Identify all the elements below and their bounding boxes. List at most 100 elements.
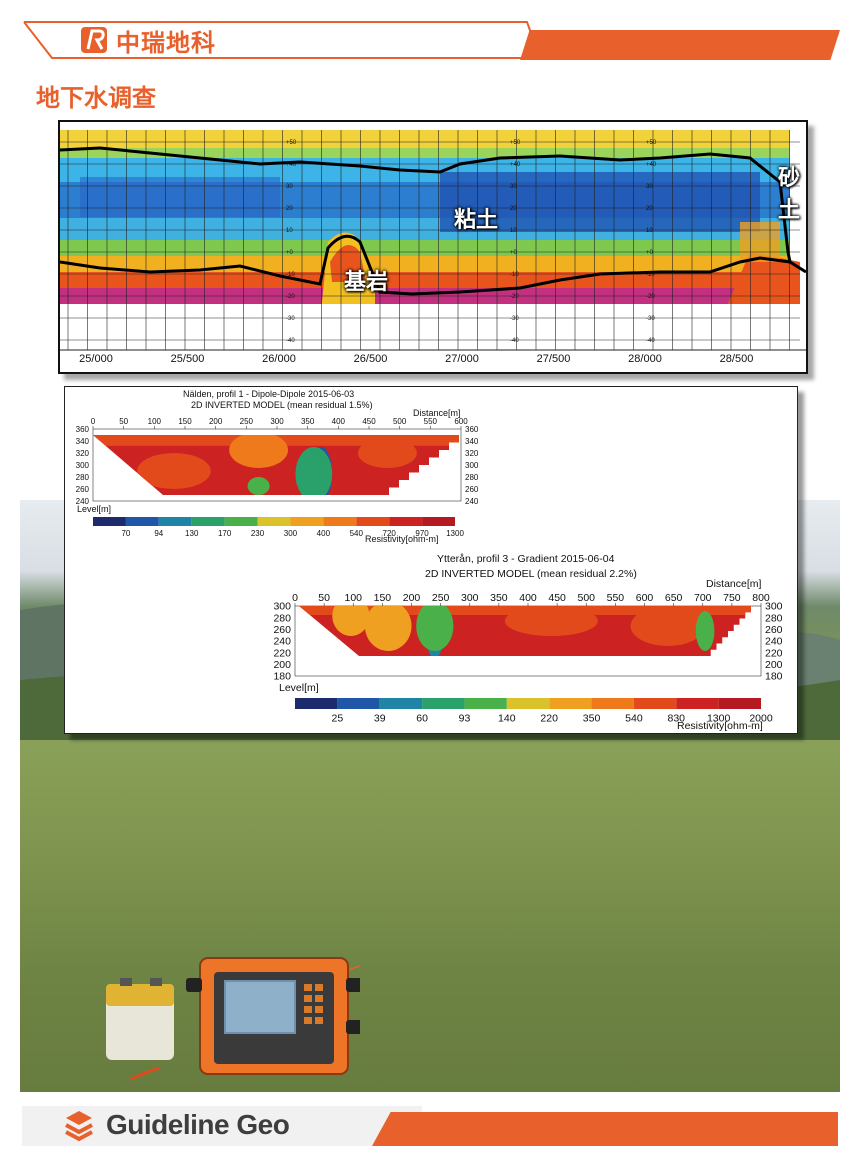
profile-bedrock-boundary-line (59, 234, 807, 296)
profile-x-tick-1: 25/500 (171, 353, 205, 365)
model2-y-tick-right-5: 200 (765, 659, 783, 671)
profile-blue-patch (80, 177, 280, 217)
model2-x-tick-13: 650 (665, 592, 683, 604)
model2-colorbar-cell-3 (422, 698, 465, 709)
profile-band-1 (60, 148, 790, 158)
model2-colorbar-cell-4 (464, 698, 507, 709)
model2-title-line2: 2D INVERTED MODEL (mean residual 2.2%) (425, 568, 637, 580)
model2-section (299, 606, 751, 656)
model2-blob-5 (695, 611, 715, 651)
model1-x-tick-6: 300 (270, 417, 284, 426)
model1-colorbar-cell-1 (125, 517, 159, 526)
profile-x-tick-6: 28/000 (628, 353, 662, 365)
company-logo-icon (81, 27, 107, 53)
model1-x-tick-12: 600 (454, 417, 468, 426)
profile-elev-tick-2-3: 20 (646, 206, 653, 212)
model1-colorbar-label-7: 540 (350, 529, 364, 538)
model1-y-tick-right-1: 340 (465, 437, 479, 446)
model1-colorbar-cell-9 (389, 517, 423, 526)
label-sand: 砂土 (778, 166, 801, 223)
profile-elev-tick-1-3: 20 (510, 206, 517, 212)
model2-y-tick-left-4: 220 (273, 647, 291, 659)
profile-elev-tick-0-0: +50 (286, 140, 297, 146)
model2-resistivity-label: Resistivity[ohm-m] (677, 720, 763, 732)
profile-empty-zone (60, 304, 806, 352)
profile-bedrock-core (330, 244, 366, 282)
model2-colorbar-cell-7 (591, 698, 634, 709)
model1-y-tick-left-5: 260 (76, 485, 90, 494)
label-clay: 粘土 (454, 208, 499, 233)
model1-title-line2: 2D INVERTED MODEL (mean residual 1.5%) (191, 400, 373, 410)
profile-elev-tick-0-2: 30 (286, 184, 293, 190)
model2-colorbar-label-2: 60 (416, 713, 428, 725)
model1-y-tick-left-0: 360 (76, 425, 90, 434)
model2-y-tick-left-0: 300 (273, 601, 291, 613)
model1-resistivity-label: Resistivity[ohm-m] (365, 534, 439, 544)
footer-brand-name: Guideline Geo (106, 1109, 290, 1140)
model2-y-tick-right-3: 240 (765, 636, 783, 648)
model1-blob-5 (357, 438, 417, 468)
header-accent-bar (520, 30, 840, 60)
profile-elev-tick-1-6: -10 (510, 272, 519, 278)
model2-colorbar-label-0: 25 (332, 713, 344, 725)
model1-colorbar-cell-7 (323, 517, 357, 526)
model1-blob-1 (229, 435, 289, 468)
model1-colorbar-cell-10 (422, 517, 455, 526)
profile-elev-tick-1-4: 10 (510, 228, 517, 234)
company-name: 中瑞地科 (116, 28, 216, 57)
model2-x-tick-9: 450 (548, 592, 566, 604)
profile-elev-tick-0-6: -10 (286, 272, 295, 278)
model2-blob-6 (332, 606, 370, 636)
model2-x-tick-15: 750 (723, 592, 741, 604)
model2-x-tick-12: 600 (636, 592, 654, 604)
profile-elev-tick-2-5: +0 (646, 250, 654, 256)
label-bedrock: 基岩 (344, 270, 389, 295)
model2-colorbar-cell-8 (633, 698, 677, 709)
company-brand: 中瑞地科 (80, 24, 216, 57)
profile-elev-tick-2-2: 30 (646, 184, 653, 190)
model1-distance-label: Distance[m] (413, 408, 461, 418)
profile-elev-tick-1-2: 30 (510, 184, 517, 190)
profile-elev-tick-2-8: -30 (646, 316, 655, 322)
profile-elev-tick-0-5: +0 (286, 250, 294, 256)
resistivity-profile-top: +50 +40 30 20 10 +0 -10 -20 -30 -40 +50 +40 30 20 10 +0… (58, 120, 808, 374)
model1-colorbar-label-2: 130 (185, 529, 199, 538)
profile-elev-tick-2-1: +40 (646, 162, 657, 168)
model1-colorbar-label-4: 230 (251, 529, 265, 538)
model2-y-tick-right-0: 300 (765, 601, 783, 613)
model1-y-tick-left-2: 320 (76, 449, 90, 458)
model2-x-tick-3: 150 (374, 592, 392, 604)
model2-blob-3 (504, 606, 598, 636)
model2-y-tick-right-6: 180 (765, 671, 783, 683)
model1-blob-3 (295, 447, 333, 495)
profile-elev-tick-2-0: +50 (646, 140, 657, 146)
model1-x-tick-10: 500 (393, 417, 407, 426)
profile-x-tick-3: 26/500 (354, 353, 388, 365)
model1-x-tick-0: 0 (91, 417, 96, 426)
footer-brand: Guideline Geo (62, 1108, 290, 1142)
model1-y-tick-left-4: 280 (76, 473, 90, 482)
model2-y-tick-left-3: 240 (273, 636, 291, 648)
model1-x-tick-4: 200 (209, 417, 223, 426)
model1-section (93, 435, 459, 495)
model1-x-tick-8: 400 (332, 417, 346, 426)
model2-y-tick-right-4: 220 (765, 647, 783, 659)
model2-colorbar-label-7: 540 (625, 713, 643, 725)
model2-colorbar-label-3: 93 (459, 713, 471, 725)
model1-colorbar-cell-2 (158, 517, 192, 526)
profile-band-5 (60, 240, 790, 256)
model1-y-tick-left-3: 300 (76, 461, 90, 470)
model1-colorbar-label-9: 970 (415, 529, 429, 538)
guideline-geo-logo-icon (65, 1111, 93, 1142)
profile-elev-tick-0-3: 20 (286, 206, 293, 212)
model1-y-tick-right-0: 360 (465, 425, 479, 434)
inversion-models-panel: Nälden, profil 1 - Dipole-Dipole 2015-06… (64, 386, 798, 734)
model2-colorbar-cell-1 (337, 698, 380, 709)
model2-blob-2 (416, 606, 454, 651)
model2-colorbar-label-1: 39 (374, 713, 386, 725)
model1-colorbar-label-10: 1300 (446, 529, 464, 538)
model2-y-tick-left-2: 260 (273, 624, 291, 636)
model2-x-tick-10: 500 (577, 592, 595, 604)
model1-colorbar-cell-5 (257, 517, 291, 526)
